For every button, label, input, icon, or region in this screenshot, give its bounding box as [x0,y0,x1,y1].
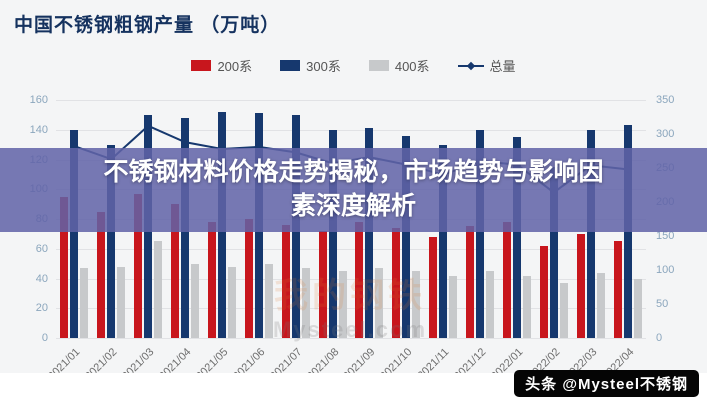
y-axis-right-tick: 300 [656,128,675,140]
bar-200系 [355,221,364,338]
bar-300系 [586,129,595,338]
bar-300系 [512,137,521,338]
overlay-text-line2: 素深度解析 [290,192,416,220]
bar-200系 [466,226,475,338]
bar-300系 [476,129,485,338]
bar-400系 [301,268,310,338]
y-axis-right-tick: 150 [656,230,675,242]
y-axis-left-tick: 60 [35,242,48,255]
legend-line-dot [466,61,475,70]
bar-200系 [502,221,511,338]
legend-item-总量: 总量 [457,56,516,75]
legend-swatch [368,60,389,71]
legend-label: 300系 [306,59,341,74]
bar-200系 [97,211,106,338]
bar-400系 [633,278,642,338]
bar-400系 [117,266,126,338]
bar-200系 [613,241,622,338]
bar-200系 [60,196,69,338]
y-axis-right-tick: 100 [656,264,675,276]
legend-label: 总量 [489,59,516,74]
legend-item-300系: 300系 [280,56,341,75]
bar-200系 [207,221,216,338]
legend-swatch [280,60,301,71]
bar-400系 [338,271,347,338]
bar-400系 [154,241,163,338]
bar-400系 [486,271,495,338]
grid-line [56,100,646,101]
y-axis-left-tick: 140 [29,123,48,136]
bar-300系 [328,129,337,338]
bar-400系 [264,263,273,338]
bar-400系 [596,272,605,338]
bar-300系 [365,128,374,338]
overlay-banner: 不锈钢材料价格走势揭秘，市场趋势与影响因 素深度解析 [0,148,707,232]
bar-200系 [539,245,548,338]
bar-200系 [134,193,143,338]
bar-300系 [549,166,558,338]
chart-title: 中国不锈钢粗钢产量 （万吨） [14,15,281,36]
bar-400系 [375,268,384,338]
bar-200系 [392,227,401,338]
legend: 200系 300系 400系 总量 [0,56,707,75]
bar-300系 [402,135,411,338]
legend-item-200系: 200系 [191,56,252,75]
grid-line [56,338,646,339]
bar-200系 [281,224,290,338]
legend-label: 400系 [394,59,430,74]
bar-300系 [107,144,116,338]
bar-300系 [70,129,79,338]
y-axis-left-tick: 20 [35,302,48,315]
y-axis-left-tick: 160 [29,94,48,106]
bar-400系 [559,282,568,338]
grid-line [56,248,646,250]
bar-400系 [449,275,458,338]
y-axis-left-tick: 0 [41,332,48,344]
bar-400系 [80,268,89,338]
grid-line [56,278,646,280]
bar-200系 [244,219,253,338]
y-axis-right-tick: 50 [656,298,669,310]
y-axis-right-tick: 0 [656,332,663,344]
bar-200系 [576,233,585,338]
bar-200系 [171,204,180,338]
bar-200系 [429,236,438,338]
grid-line [56,308,646,310]
bar-400系 [191,263,200,338]
legend-item-400系: 400系 [368,56,430,75]
y-axis-right-tick: 350 [656,94,675,106]
legend-line-marker-icon [457,61,484,70]
bar-300系 [439,144,448,338]
bar-400系 [227,266,236,338]
legend-label: 200系 [217,59,253,74]
bar-400系 [522,275,531,338]
bar-400系 [412,271,421,338]
legend-swatch [191,60,212,71]
bar-200系 [318,230,327,338]
y-axis-left-tick: 40 [35,272,48,285]
source-badge: 头条 @Mysteel不锈钢 [514,370,699,397]
overlay-text-line1: 不锈钢材料价格走势揭秘，市场趋势与影响因 [103,158,604,187]
